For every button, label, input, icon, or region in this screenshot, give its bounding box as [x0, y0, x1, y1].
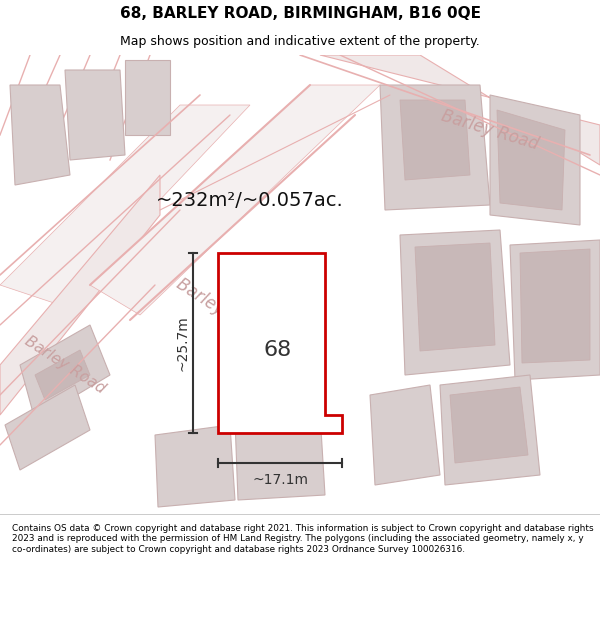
- Polygon shape: [415, 243, 495, 351]
- Polygon shape: [5, 385, 90, 470]
- Polygon shape: [380, 85, 490, 210]
- Text: 68, BARLEY ROAD, BIRMINGHAM, B16 0QE: 68, BARLEY ROAD, BIRMINGHAM, B16 0QE: [119, 6, 481, 21]
- Polygon shape: [490, 95, 580, 225]
- Polygon shape: [155, 425, 235, 507]
- Polygon shape: [370, 385, 440, 485]
- Polygon shape: [0, 175, 160, 415]
- Polygon shape: [235, 413, 325, 500]
- Text: ~25.7m: ~25.7m: [176, 315, 190, 371]
- Polygon shape: [218, 253, 342, 433]
- Polygon shape: [10, 85, 70, 185]
- Polygon shape: [497, 110, 565, 210]
- Text: ~232m²/~0.057ac.: ~232m²/~0.057ac.: [156, 191, 344, 209]
- Text: Map shows position and indicative extent of the property.: Map shows position and indicative extent…: [120, 35, 480, 48]
- Text: Contains OS data © Crown copyright and database right 2021. This information is : Contains OS data © Crown copyright and d…: [12, 524, 593, 554]
- Polygon shape: [440, 375, 540, 485]
- Text: Barley Road: Barley Road: [173, 275, 267, 345]
- Polygon shape: [520, 249, 590, 363]
- Polygon shape: [90, 85, 380, 315]
- Polygon shape: [320, 55, 600, 165]
- Polygon shape: [0, 105, 250, 305]
- Polygon shape: [20, 325, 110, 420]
- Text: Barley Road: Barley Road: [439, 107, 541, 153]
- Polygon shape: [450, 387, 528, 463]
- Polygon shape: [65, 70, 125, 160]
- Text: ~17.1m: ~17.1m: [252, 473, 308, 487]
- Polygon shape: [35, 350, 90, 400]
- Polygon shape: [125, 60, 170, 135]
- Text: Barley Road: Barley Road: [22, 334, 108, 396]
- Polygon shape: [400, 100, 470, 180]
- Text: 68: 68: [264, 340, 292, 360]
- Polygon shape: [400, 230, 510, 375]
- Polygon shape: [510, 240, 600, 380]
